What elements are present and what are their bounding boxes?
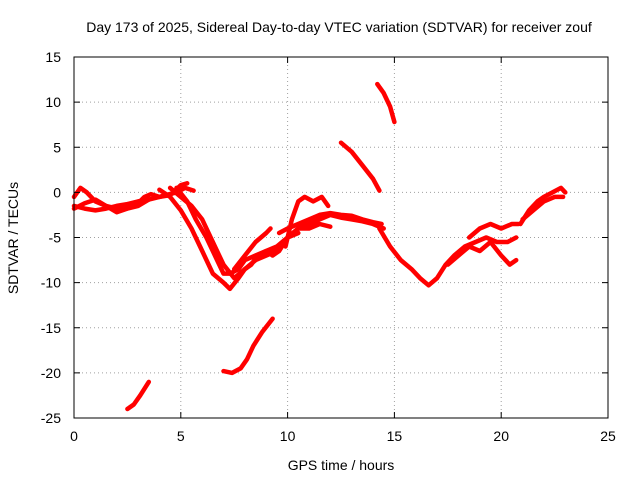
y-tick-label: 5 — [53, 139, 61, 155]
y-tick-label: -20 — [41, 365, 61, 381]
series-arc-8 — [276, 210, 384, 236]
y-axis-label: SDTVAR / TECUs — [5, 182, 21, 294]
y-tick-label: 10 — [45, 94, 61, 110]
chart-title: Day 173 of 2025, Sidereal Day-to-day VTE… — [86, 19, 592, 35]
y-tick-label: -10 — [41, 275, 61, 291]
y-tick-label: -15 — [41, 320, 61, 336]
series-arc-10 — [285, 221, 333, 240]
series-arc-11 — [377, 226, 519, 288]
series-arc-19 — [375, 81, 397, 125]
y-tick-label: -25 — [41, 410, 61, 426]
series-arc-9 — [283, 194, 331, 249]
series-arc-14 — [518, 185, 568, 227]
series-arc-17 — [221, 316, 275, 376]
series-arc-12 — [445, 239, 519, 267]
x-tick-label: 25 — [600, 428, 616, 444]
x-tick-label: 15 — [387, 428, 403, 444]
x-tick-label: 10 — [280, 428, 296, 444]
grid-layer — [74, 57, 608, 418]
series-arc-13 — [466, 221, 521, 240]
x-tick-label: 5 — [177, 428, 185, 444]
series-arc-15 — [520, 194, 566, 222]
series-layer — [71, 81, 568, 412]
y-tick-label: 0 — [53, 184, 61, 200]
series-arc-7 — [231, 226, 273, 272]
series-arc-16 — [125, 379, 152, 412]
x-axis-label: GPS time / hours — [288, 457, 395, 473]
x-tick-label: 0 — [70, 428, 78, 444]
tick-layer: 0 5 10 15 20 25 -25 -20 -15 -10 -5 0 5 10 15 — [41, 49, 616, 444]
series-arc-3 — [71, 197, 152, 215]
x-tick-label: 20 — [493, 428, 509, 444]
y-tick-label: 15 — [45, 49, 61, 65]
y-tick-label: -5 — [49, 230, 62, 246]
series-arc-18 — [338, 140, 382, 193]
series-arc-6 — [174, 185, 386, 276]
